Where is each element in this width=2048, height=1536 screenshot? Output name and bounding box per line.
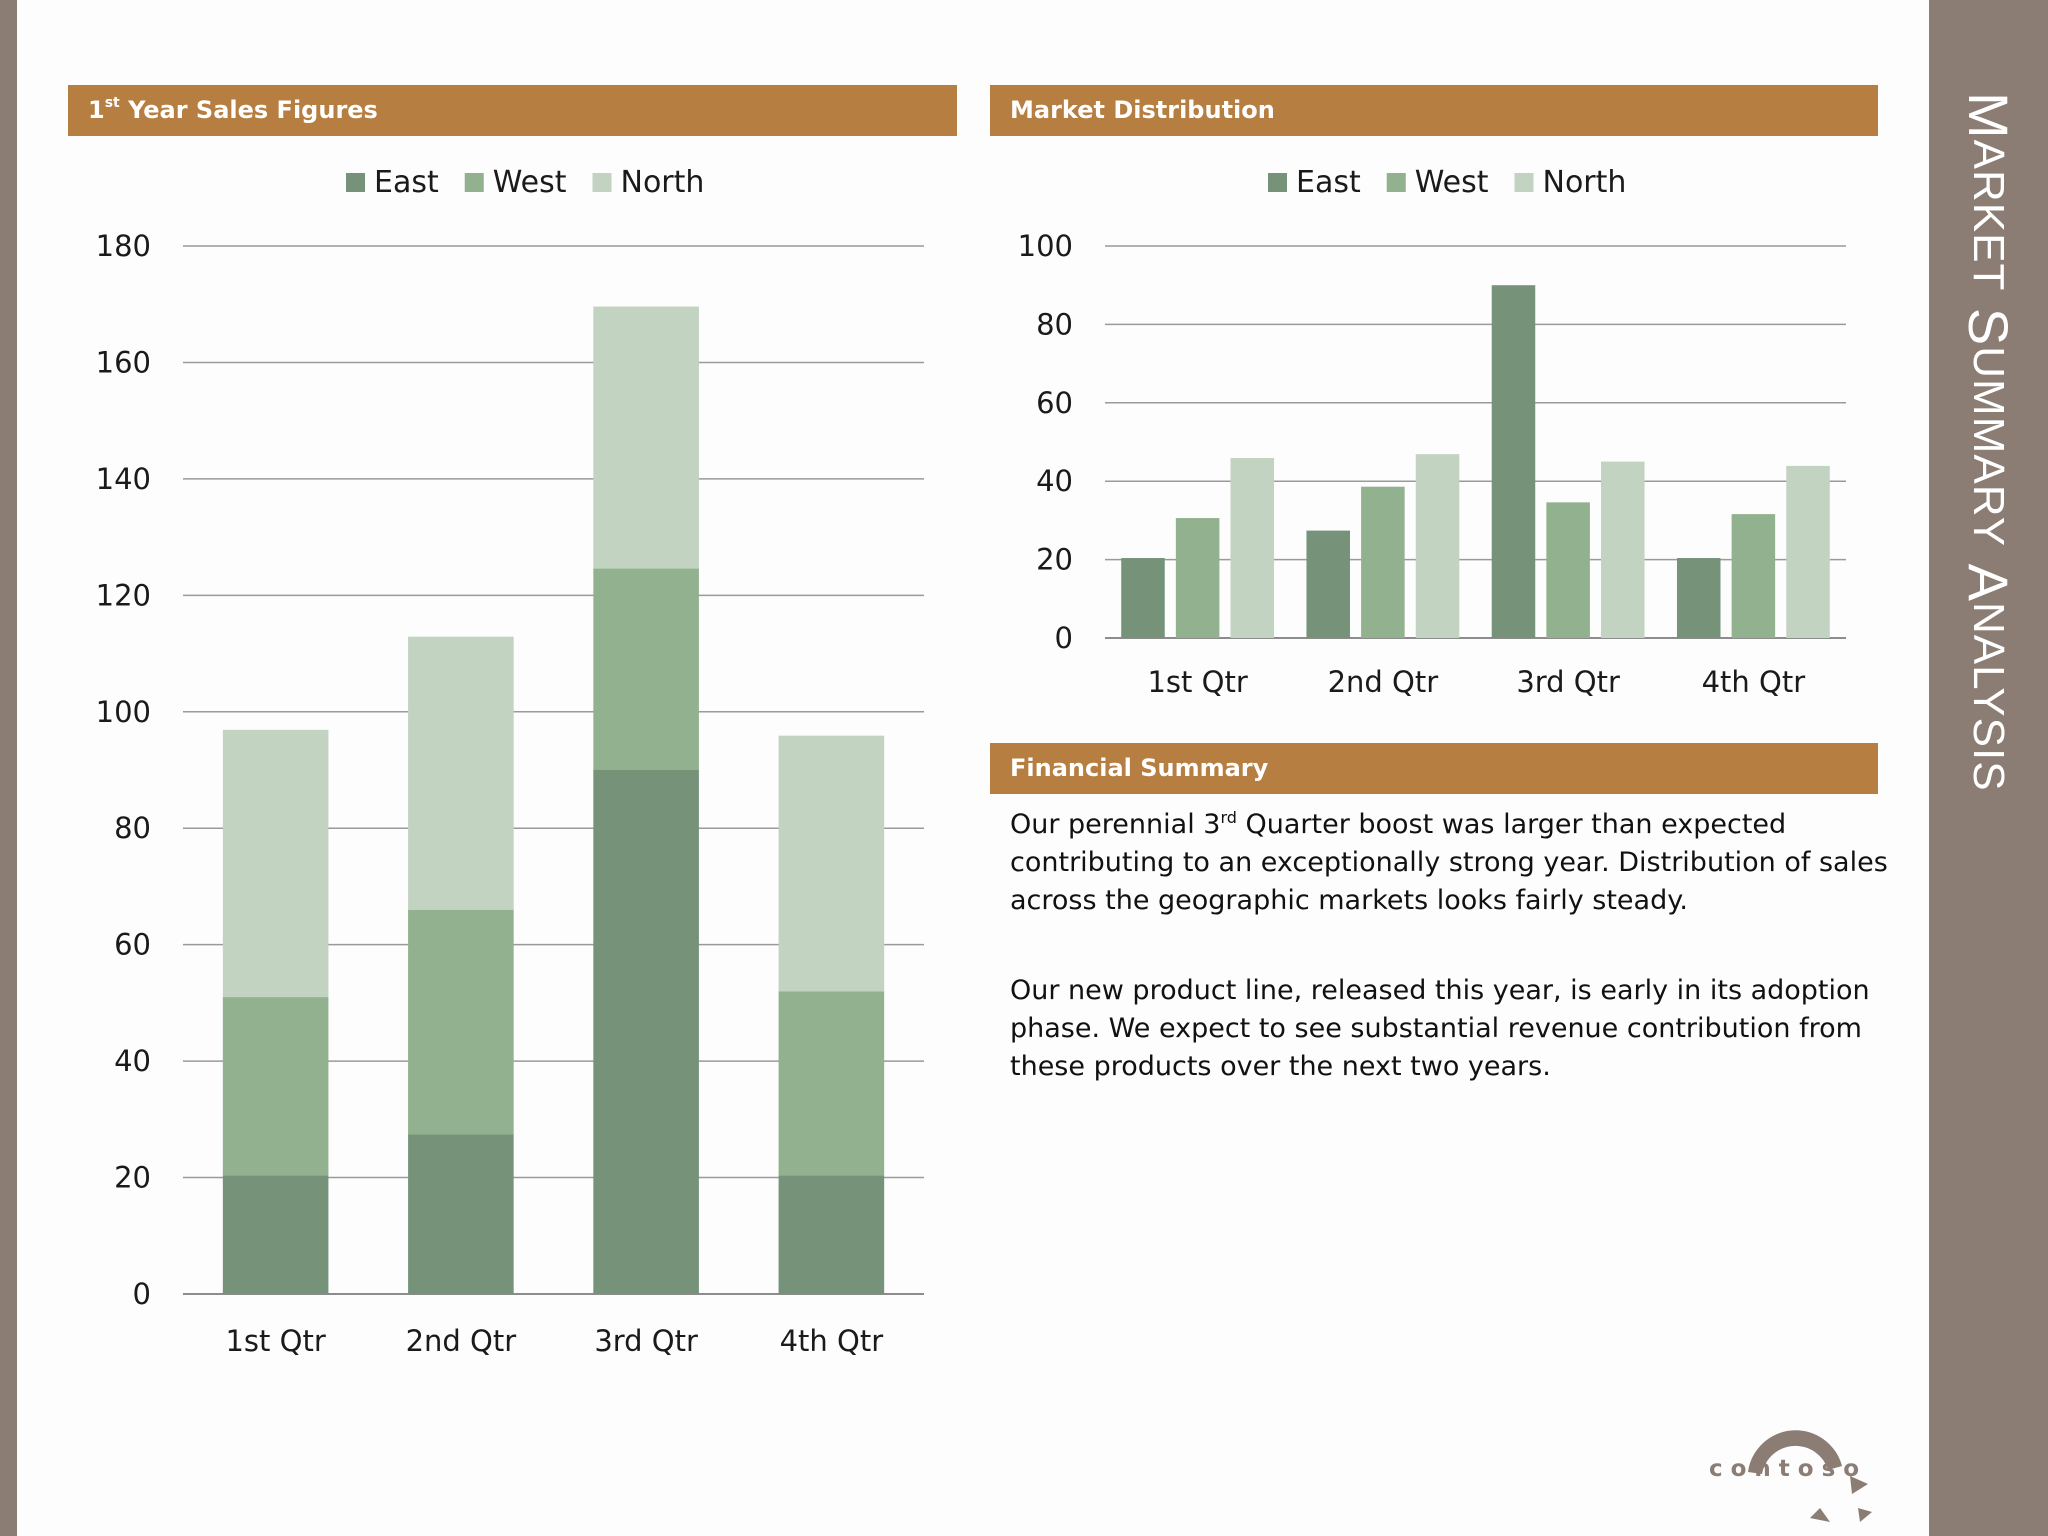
bar-segment-east [778,1175,885,1294]
legend-label: East [1296,165,1361,200]
x-tick-label: 4th Qtr [780,1324,884,1358]
bar-segment-north [593,306,699,569]
bar-east [1676,558,1721,638]
financial-summary-header: Financial Summary [990,743,1878,794]
bar-segment-east [593,770,699,1294]
side-title-letter: A [1957,563,2020,602]
summary-p1-superscript: rd [1220,808,1237,827]
financial-title-text: Financial Summary [1010,754,1269,782]
sales-title-prefix: 1 [88,96,105,124]
side-title: MARKET SUMMARY ANALYSIS [1957,92,2020,792]
summary-p1-end: Quarter boost was larger than expected c… [1010,809,1888,916]
bar-east [1491,285,1536,638]
side-title-word: NALYSIS [1964,601,2013,792]
legend-swatch-east [1268,173,1287,192]
y-tick-label: 40 [114,1044,151,1078]
sales-figures-header: 1st Year Sales Figures [68,85,957,136]
sales-title-superscript: st [104,95,120,111]
bar-west [1361,486,1405,638]
x-tick-label: 4th Qtr [1702,665,1806,699]
bar-segment-north [778,735,885,992]
side-title-letter: M [1957,92,2020,140]
side-title-letter: S [1957,307,2020,347]
y-tick-label: 80 [1036,307,1073,341]
stacked-sales-chart: 0 20 40 60 80 100 120 140 160 180 1st Qtr 2nd Qtr 3r… [96,165,924,1358]
legend-label: East [374,165,439,200]
bar-north [1601,461,1645,638]
y-tick-label: 160 [96,345,151,379]
bar-north [1786,465,1830,638]
bar-segment-west [222,997,329,1176]
bar-north [1415,454,1460,638]
x-tick-label: 2nd Qtr [406,1324,517,1358]
y-tick-label: 80 [114,811,151,845]
y-tick-label: 20 [1036,543,1073,577]
y-tick-label: 20 [114,1161,151,1195]
summary-paragraph-2: Our new product line, released this year… [1010,975,1870,1082]
x-tick-label: 1st Qtr [225,1324,325,1358]
x-tick-label: 1st Qtr [1147,665,1247,699]
y-tick-label: 0 [1055,621,1073,655]
legend-label: North [621,165,705,200]
legend-label: West [493,165,567,200]
sales-title-text: Year Sales Figures [119,96,378,124]
legend-swatch-west [1386,173,1406,192]
side-title-panel [1929,0,2048,1536]
bar-west [1175,518,1220,638]
legend-label: North [1543,165,1627,200]
side-title-word: UMMARY [1964,346,2013,548]
y-tick-label: 60 [1036,386,1073,420]
bar-segment-west [778,991,885,1176]
legend-swatch-north [592,173,612,192]
x-tick-label: 3rd Qtr [594,1324,698,1358]
y-tick-label: 40 [1036,464,1073,498]
bar-segment-west [593,568,699,770]
financial-summary-text: Our perennial 3rd Quarter boost was larg… [1010,806,1890,1138]
market-distribution-chart: 0 20 40 60 80 100 1st Qtr 2nd Qtr 3rd Qtr 4th Qtr… [1018,165,1846,699]
legend-swatch-west [464,173,484,192]
bar-segment-east [408,1134,514,1294]
bar-east [1306,530,1350,638]
y-tick-label: 140 [96,462,151,496]
bar-segment-north [222,729,329,998]
bar-segment-north [408,636,514,910]
market-title-text: Market Distribution [1010,96,1275,124]
left-accent-strip [0,0,17,1536]
summary-paragraph-1: Our perennial 3rd Quarter boost was larg… [1010,806,1890,920]
bar-segment-west [408,909,514,1135]
contoso-logo: contoso [1709,1430,1872,1522]
bar-east [1121,558,1165,638]
x-tick-label: 3rd Qtr [1516,665,1620,699]
bar-west [1731,514,1776,638]
bar-segment-east [222,1175,329,1294]
y-tick-label: 180 [96,229,151,263]
market-distribution-header: Market Distribution [990,85,1878,136]
logo-wordmark: contoso [1709,1456,1867,1482]
y-tick-label: 0 [133,1277,151,1311]
x-tick-label: 2nd Qtr [1328,665,1439,699]
bar-west [1546,502,1590,638]
legend-label: West [1415,165,1489,200]
y-tick-label: 60 [114,928,151,962]
legend-swatch-east [346,173,365,192]
y-tick-label: 100 [96,695,151,729]
y-tick-label: 120 [96,578,151,612]
y-tick-label: 100 [1018,229,1073,263]
side-title-word: ARKET [1964,139,2013,292]
bar-north [1230,458,1275,638]
summary-p1-start: Our perennial 3 [1010,809,1221,840]
legend-swatch-north [1514,173,1534,192]
